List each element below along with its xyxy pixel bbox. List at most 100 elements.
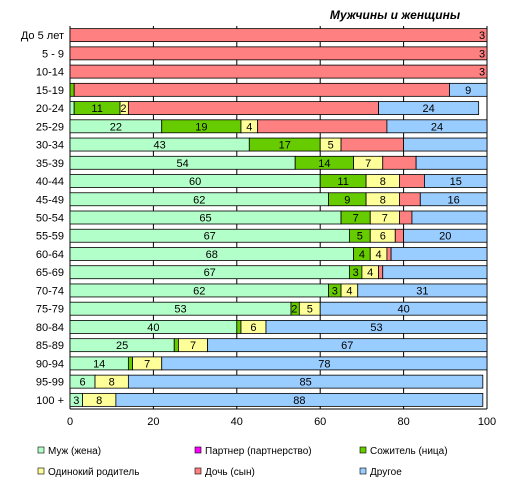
data-label: 4 bbox=[359, 249, 365, 261]
data-label: 8 bbox=[96, 395, 102, 407]
category-label: До 5 лет bbox=[21, 30, 64, 42]
data-label: 40 bbox=[397, 304, 409, 316]
data-label: 5 bbox=[328, 140, 334, 152]
data-label: 85 bbox=[299, 377, 311, 389]
category-label: 80-84 bbox=[36, 322, 64, 334]
data-label: 2 bbox=[120, 103, 126, 115]
x-tick-label: 0 bbox=[67, 416, 73, 428]
bar-segment bbox=[69, 64, 488, 79]
legend-label: Другое bbox=[370, 467, 402, 478]
x-tick-label: 80 bbox=[397, 416, 409, 428]
bar-segment bbox=[73, 82, 450, 97]
category-label: 25-29 bbox=[36, 121, 64, 133]
data-label: 4 bbox=[376, 249, 382, 261]
bars bbox=[69, 28, 488, 407]
bar-segment bbox=[399, 192, 421, 207]
data-label: 3 bbox=[73, 395, 79, 407]
bar-segment bbox=[257, 119, 388, 134]
data-label: 67 bbox=[341, 340, 353, 352]
category-label: 70-74 bbox=[36, 285, 64, 297]
data-label: 68 bbox=[206, 249, 218, 261]
bar-segment bbox=[236, 320, 242, 334]
x-tick-label: 20 bbox=[147, 416, 159, 428]
category-label: 30-34 bbox=[36, 140, 64, 152]
category-label: 40-44 bbox=[36, 176, 64, 188]
data-label: 3 bbox=[332, 285, 338, 297]
bar-segment bbox=[69, 46, 488, 61]
bar-segment bbox=[378, 265, 384, 280]
legend-swatch bbox=[359, 446, 367, 454]
data-label: 6 bbox=[79, 377, 85, 389]
category-label: 75-79 bbox=[36, 304, 64, 316]
data-label: 65 bbox=[199, 213, 211, 225]
data-label: 4 bbox=[246, 121, 252, 133]
data-label: 24 bbox=[422, 103, 434, 115]
category-label: 20-24 bbox=[36, 103, 64, 115]
bar-segment bbox=[161, 356, 488, 371]
category-label: 85-89 bbox=[36, 340, 64, 352]
data-label: 17 bbox=[279, 140, 291, 152]
category-label: 5 - 9 bbox=[42, 48, 64, 60]
data-label: 7 bbox=[353, 213, 359, 225]
bar-segment bbox=[386, 119, 488, 134]
data-label: 19 bbox=[195, 121, 207, 133]
legend: Муж (жена) Партнер (партнерство) Сожитель … bbox=[37, 446, 448, 478]
data-label: 11 bbox=[91, 103, 102, 115]
legend-swatch bbox=[359, 467, 367, 475]
data-label: 2 bbox=[291, 304, 297, 316]
legend-label: Партнер (партнерство) bbox=[205, 446, 312, 457]
bar-segment bbox=[69, 101, 75, 115]
legend-swatch bbox=[194, 467, 202, 475]
category-label: 100 + bbox=[36, 395, 64, 407]
data-label: 3 bbox=[479, 30, 485, 42]
legend-swatch bbox=[194, 446, 202, 454]
category-labels: До 5 лет 5 - 9 10-14 15-19 20-24 25-29 30-34 35… bbox=[21, 30, 64, 407]
data-label: 8 bbox=[380, 176, 386, 188]
chart-title: Мужчины и женщины bbox=[330, 8, 461, 22]
data-label: 4 bbox=[346, 285, 352, 297]
legend-label: Одинокий родитель bbox=[48, 467, 139, 478]
category-label: 95-99 bbox=[36, 377, 64, 389]
data-label: 3 bbox=[353, 267, 359, 279]
x-tick-label: 60 bbox=[314, 416, 326, 428]
bar-segment bbox=[382, 155, 417, 170]
data-label: 3 bbox=[479, 67, 485, 79]
bar-segment bbox=[386, 247, 392, 261]
data-label: 8 bbox=[380, 194, 386, 206]
category-label: 90-94 bbox=[36, 358, 64, 370]
bar-segment bbox=[394, 228, 405, 243]
data-label: 62 bbox=[193, 285, 205, 297]
bar-segment bbox=[399, 174, 425, 188]
data-label: 43 bbox=[154, 140, 166, 152]
bar-segment bbox=[403, 228, 488, 243]
bar-segment bbox=[403, 137, 488, 152]
bar-segment bbox=[207, 338, 488, 353]
data-label: 9 bbox=[465, 85, 471, 97]
data-label: 5 bbox=[307, 304, 313, 316]
bar-segment bbox=[449, 82, 488, 97]
bar-segment bbox=[173, 338, 179, 353]
legend-swatch bbox=[37, 446, 45, 454]
data-label: 78 bbox=[318, 358, 330, 370]
data-label: 60 bbox=[189, 176, 201, 188]
data-label: 6 bbox=[250, 322, 256, 334]
data-label: 14 bbox=[93, 358, 105, 370]
bar-segment bbox=[411, 210, 488, 225]
legend-swatch bbox=[37, 467, 45, 475]
data-label: 7 bbox=[365, 158, 371, 170]
data-label: 88 bbox=[293, 395, 305, 407]
bar-segment bbox=[115, 392, 484, 407]
category-label: 15-19 bbox=[36, 85, 64, 97]
bar-segment bbox=[340, 137, 404, 152]
data-label: 67 bbox=[204, 231, 216, 243]
legend-label: Сожитель (ница) bbox=[370, 446, 448, 457]
data-label: 11 bbox=[337, 176, 348, 188]
category-label: 60-64 bbox=[36, 249, 64, 261]
data-label: 14 bbox=[318, 158, 330, 170]
category-label: 50-54 bbox=[36, 213, 64, 225]
data-label: 67 bbox=[204, 267, 216, 279]
data-label: 25 bbox=[116, 340, 128, 352]
category-label: 35-39 bbox=[36, 158, 64, 170]
